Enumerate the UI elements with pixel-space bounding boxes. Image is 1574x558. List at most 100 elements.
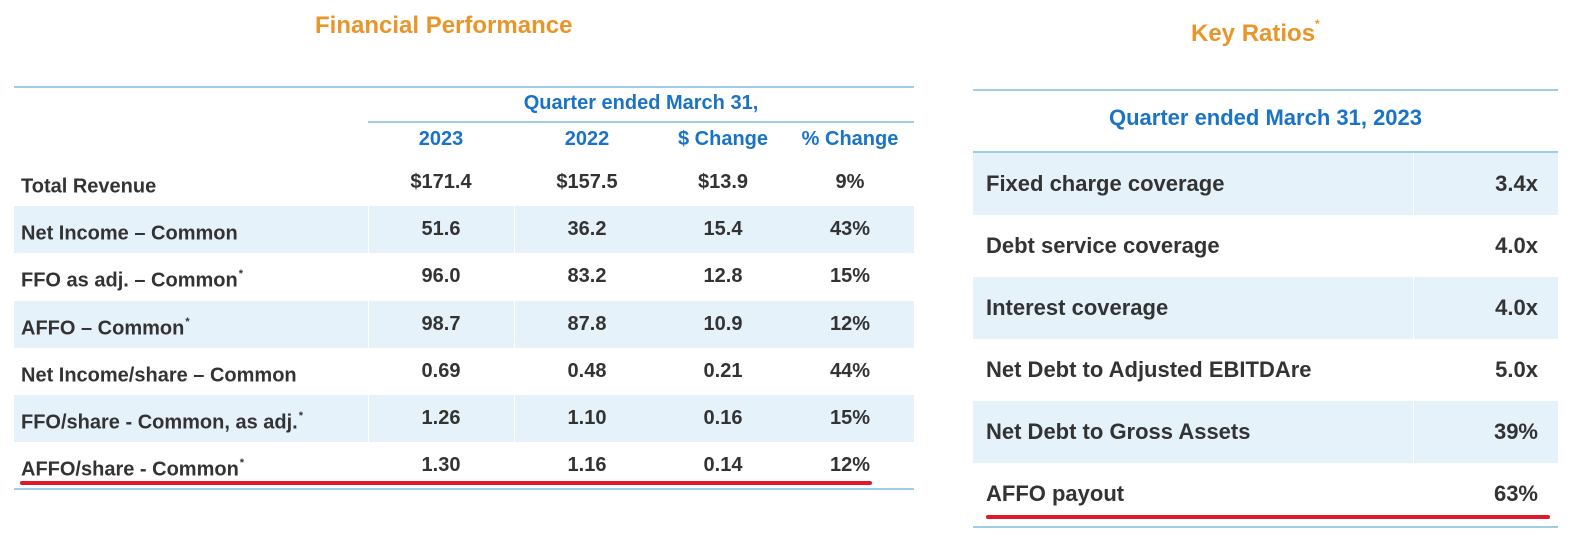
value-dollar-change: 0.16 — [703, 407, 743, 429]
ratios-bottom-rule — [973, 526, 1558, 528]
column-header-percent-change: % Change — [801, 128, 899, 150]
ratio-value: 5.0x — [1495, 357, 1538, 382]
value-dollar-change: 15.4 — [703, 218, 743, 241]
ratios-header-rule — [973, 151, 1558, 153]
column-separator — [1413, 463, 1414, 525]
ratio-value: 4.0x — [1495, 295, 1538, 320]
period-underline — [368, 121, 914, 123]
ratio-row: Net Debt to Gross Assets 39% — [973, 401, 1558, 463]
value-dollar-change: 0.14 — [703, 454, 743, 477]
ratio-row: Interest coverage 4.0x — [973, 277, 1558, 339]
ratio-value: 3.4x — [1495, 171, 1538, 196]
value-2022: 83.2 — [567, 265, 607, 288]
column-header-2022: 2022 — [564, 128, 610, 150]
footnote-marker: * — [298, 410, 303, 422]
footnote-marker: * — [238, 268, 243, 281]
column-separator — [368, 347, 369, 395]
value-2023: 1.30 — [421, 454, 461, 477]
table-row: AFFO/share - Common* 1.30 1.16 0.14 12% — [14, 442, 914, 490]
value-2023: 0.69 — [421, 359, 461, 382]
column-separator — [514, 442, 515, 490]
ratio-row: AFFO payout 63% — [973, 463, 1558, 525]
column-separator — [514, 300, 515, 348]
table-row: AFFO – Common* 98.7 87.8 10.9 12% — [14, 300, 914, 348]
row-label-text: Total Revenue — [21, 175, 157, 198]
value-dollar-change: $13.9 — [697, 171, 749, 193]
value-percent-change: 12% — [829, 312, 871, 335]
ratio-row: Fixed charge coverage 3.4x — [973, 153, 1558, 215]
column-separator — [514, 395, 515, 442]
ratio-row: Net Debt to Adjusted EBITDAre 5.0x — [973, 339, 1558, 401]
column-separator — [368, 395, 369, 442]
value-2022: 1.16 — [567, 454, 607, 477]
value-percent-change: 44% — [829, 359, 871, 382]
table-row: Total Revenue $171.4 $157.5 $13.9 9% — [14, 159, 914, 206]
row-label: Net Income/share – Common — [21, 348, 298, 395]
ratio-value: 63% — [1493, 481, 1538, 506]
ratio-value: 39% — [1493, 419, 1538, 444]
ratios-top-rule — [973, 89, 1558, 91]
column-separator — [1413, 277, 1414, 339]
column-separator — [1413, 401, 1414, 463]
key-ratios-title: Key Ratios* — [1191, 17, 1320, 48]
footnote-marker: * — [185, 315, 190, 328]
column-separator — [368, 159, 369, 206]
column-separator — [368, 300, 369, 348]
row-label: AFFO/share - Common* — [21, 442, 244, 489]
ratio-label: Fixed charge coverage — [986, 171, 1225, 196]
value-2023: $171.4 — [410, 171, 472, 193]
ratio-row: Debt service coverage 4.0x — [973, 215, 1558, 277]
value-2022: 0.48 — [567, 359, 607, 382]
table-row: Net Income – Common 51.6 36.2 15.4 43% — [14, 206, 914, 254]
row-label-text: FFO as adj. – Common — [21, 270, 238, 293]
ratio-label: AFFO payout — [986, 481, 1125, 506]
row-label: Net Income – Common — [21, 206, 239, 253]
row-label-text: FFO/share - Common, as adj. — [21, 411, 298, 434]
value-percent-change: 9% — [835, 171, 865, 193]
row-label: FFO/share - Common, as adj.* — [21, 395, 303, 442]
column-separator — [1413, 153, 1414, 215]
row-label: AFFO – Common* — [21, 301, 190, 348]
row-label: FFO as adj. – Common* — [21, 253, 243, 300]
value-percent-change: 12% — [829, 454, 871, 477]
value-percent-change: 15% — [829, 265, 871, 288]
value-dollar-change: 12.8 — [703, 265, 743, 288]
column-separator — [514, 159, 515, 206]
table-top-rule — [14, 86, 914, 88]
value-2023: 98.7 — [421, 312, 461, 335]
ratio-label: Interest coverage — [986, 295, 1169, 320]
value-2023: 1.26 — [421, 407, 461, 429]
column-separator — [368, 442, 369, 490]
table-row: Net Income/share – Common 0.69 0.48 0.21 44% — [14, 347, 914, 395]
key-ratios-title-text: Key Ratios — [1191, 20, 1316, 47]
column-separator — [368, 206, 369, 254]
column-separator — [514, 347, 515, 395]
column-separator — [1413, 215, 1414, 277]
ratio-label: Net Debt to Gross Assets — [986, 419, 1251, 444]
ratio-value: 4.0x — [1495, 233, 1538, 258]
ratio-label: Debt service coverage — [986, 233, 1220, 258]
value-2022: $157.5 — [556, 171, 618, 193]
table-bottom-rule — [14, 488, 914, 490]
highlight-underline-affo-payout — [986, 515, 1550, 519]
footnote-marker: * — [239, 457, 245, 470]
column-separator — [368, 253, 369, 301]
highlight-underline-affo-share — [20, 481, 872, 485]
column-separator — [514, 253, 515, 301]
row-label-text: AFFO/share - Common — [21, 458, 239, 481]
table-row: FFO as adj. – Common* 96.0 83.2 12.8 15% — [14, 253, 914, 301]
column-separator — [514, 206, 515, 254]
row-label-text: Net Income – Common — [21, 222, 238, 245]
value-2023: 51.6 — [421, 218, 461, 241]
value-2022: 87.8 — [567, 312, 607, 335]
value-percent-change: 15% — [829, 407, 871, 429]
row-label-text: AFFO – Common — [21, 317, 185, 340]
column-header-dollar-change: $ Change — [677, 128, 769, 150]
ratio-label: Net Debt to Adjusted EBITDAre — [986, 357, 1312, 382]
value-2022: 36.2 — [567, 218, 607, 241]
value-dollar-change: 0.21 — [703, 359, 743, 382]
value-dollar-change: 10.9 — [703, 312, 743, 335]
value-2023: 96.0 — [421, 265, 461, 288]
value-percent-change: 43% — [829, 218, 871, 241]
period-header: Quarter ended March 31, — [523, 92, 759, 114]
